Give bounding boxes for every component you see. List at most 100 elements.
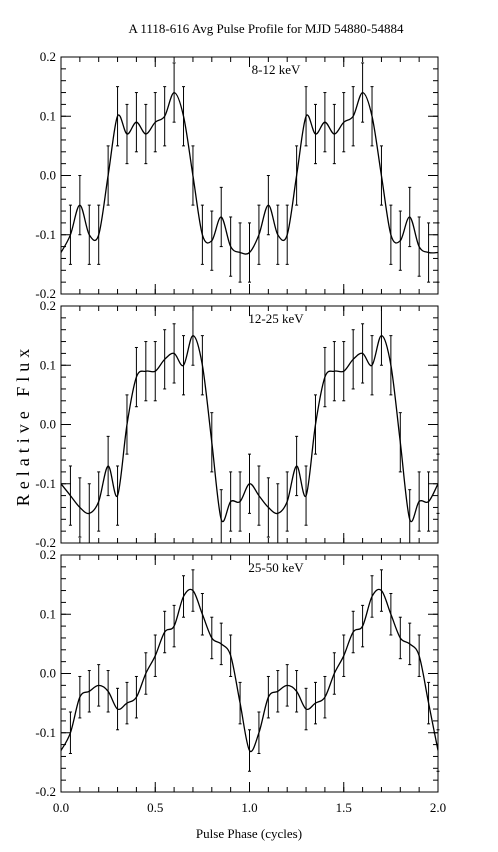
panel-energy-label: 8-12 keV [252, 62, 301, 77]
error-bar [408, 622, 412, 666]
error-bar [200, 593, 204, 636]
error-bar [219, 622, 223, 666]
error-bar [379, 145, 383, 206]
error-bar [182, 335, 186, 396]
error-bar [408, 489, 412, 544]
error-bar [248, 453, 251, 514]
error-bar [295, 435, 299, 497]
y-tick-label: -0.2 [35, 286, 56, 301]
error-bar [351, 610, 355, 654]
error-bar [285, 471, 289, 532]
y-tick-label: 0.0 [40, 417, 56, 432]
error-bar [116, 86, 120, 147]
error-bar [210, 616, 214, 660]
error-bar [436, 453, 440, 514]
error-bar [78, 175, 82, 236]
error-bar [87, 670, 91, 713]
error-bar [106, 670, 110, 713]
error-bar [295, 145, 299, 206]
error-bar [238, 222, 242, 283]
error-bar [153, 92, 157, 153]
error-bar [361, 323, 365, 384]
y-tick-label: 0.2 [40, 547, 56, 562]
error-bar [172, 604, 176, 648]
error-bar [153, 341, 157, 402]
error-bar [248, 729, 251, 772]
error-bar [342, 634, 346, 677]
y-tick-label: 0.2 [40, 298, 56, 313]
y-tick-label: -0.1 [35, 476, 56, 491]
error-bar [78, 477, 82, 538]
error-bar [323, 346, 327, 408]
error-bar [163, 329, 167, 390]
error-bar [116, 687, 120, 731]
error-bar [210, 412, 214, 473]
y-tick-label: 0.1 [40, 606, 56, 621]
error-bar [379, 305, 383, 366]
error-bar [68, 711, 72, 754]
error-bar [266, 477, 270, 538]
error-bar [238, 471, 242, 532]
error-bar [370, 575, 374, 618]
error-bar [248, 222, 251, 283]
error-bar [304, 86, 308, 147]
x-tick-label: 0.5 [147, 800, 163, 815]
error-bar [389, 593, 393, 636]
error-bar [163, 86, 167, 147]
y-tick-label: 0.2 [40, 49, 56, 64]
error-bar [351, 86, 355, 147]
error-bar [144, 341, 148, 402]
error-bar [266, 675, 270, 719]
error-bar [276, 483, 280, 544]
error-bar [87, 483, 91, 544]
error-bar [68, 465, 72, 526]
panel-2: 0.2 0.1 0.0 -0.1 -0.2 12-25 keV [35, 298, 440, 550]
error-bar [87, 204, 91, 265]
panels-group: 0.2 0.1 0.0 -0.1 -0.2 8-12 keV 0.2 0.1 0.0 -0.1 -0… [35, 49, 446, 815]
error-bar [313, 394, 317, 455]
error-bar [68, 204, 72, 265]
error-bar [125, 681, 129, 725]
error-bar [408, 186, 412, 248]
error-bar [238, 681, 242, 725]
error-bar [313, 681, 317, 725]
error-bar [182, 575, 186, 618]
error-bar [78, 675, 82, 719]
error-bar [427, 471, 431, 532]
error-bar [342, 92, 346, 153]
error-bar [285, 204, 289, 265]
error-bar [134, 92, 138, 153]
error-bar [97, 664, 101, 707]
error-bar [276, 670, 280, 713]
error-bar [125, 103, 129, 165]
error-bar [229, 471, 233, 532]
error-bar [210, 210, 214, 271]
y-tick-label: 0.1 [40, 108, 56, 123]
error-bar [229, 216, 233, 277]
error-bar [436, 222, 440, 283]
error-bar [106, 435, 110, 497]
error-bar [257, 711, 261, 754]
error-bar [125, 394, 129, 455]
chart-title: A 1118-616 Avg Pulse Profile for MJD 548… [128, 21, 404, 36]
panel-3: 0.20.10.0-0.1-0.20.0 0.5 1.0 1.5 2.025-50 ke… [35, 547, 446, 815]
error-bar [332, 103, 336, 165]
error-bar [370, 335, 374, 396]
error-bar [182, 86, 186, 147]
error-bar [389, 335, 393, 396]
error-bar [144, 103, 148, 165]
error-bar [361, 62, 365, 123]
x-tick-label: 0.0 [53, 800, 69, 815]
error-bar [361, 604, 365, 648]
error-bar [323, 675, 327, 719]
error-bar [285, 664, 289, 707]
error-bar [398, 210, 402, 271]
error-bar [172, 62, 176, 123]
error-bar [427, 681, 431, 725]
error-bar [153, 634, 157, 677]
error-bar [332, 652, 336, 695]
error-bar [417, 634, 421, 677]
error-bar [200, 204, 204, 265]
error-bar [417, 216, 421, 277]
